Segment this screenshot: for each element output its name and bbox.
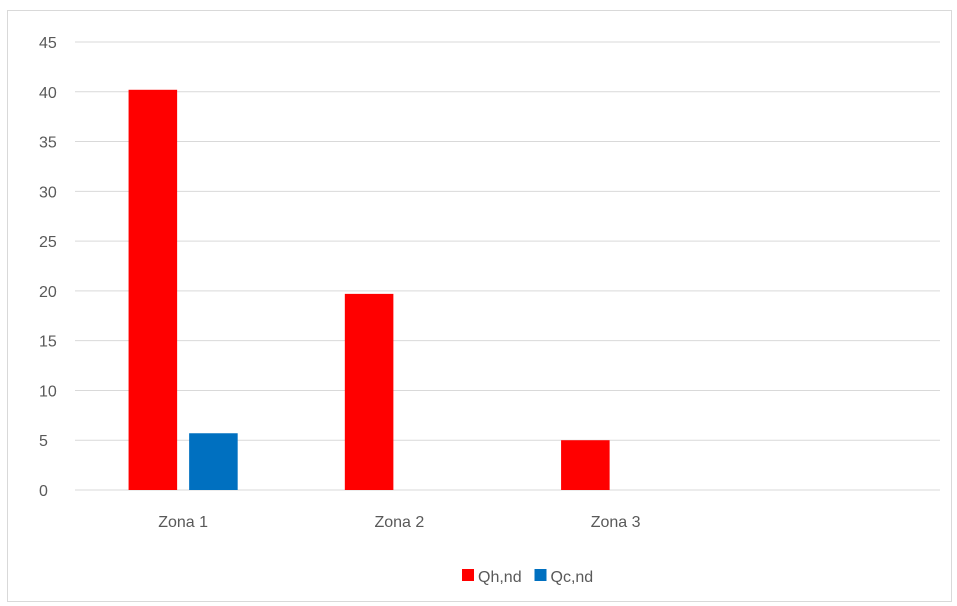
bars [128,89,610,490]
bar-qh-nd-zona-3 [561,440,610,490]
x-tick-label: Zona 3 [591,514,641,531]
y-tick-label: 5 [39,433,48,450]
y-tick-label: 25 [39,234,57,251]
y-tick-label: 35 [39,135,57,152]
y-tick-label: 40 [39,85,57,102]
y-axis-ticks: 0 5 10 15 20 25 30 35 40 45 [39,35,57,500]
bar-qh-nd-zona-1 [128,89,178,490]
y-tick-label: 45 [39,35,57,52]
x-tick-label: Zona 2 [374,514,424,531]
x-axis-ticks: Zona 1 Zona 2 Zona 3 [158,514,640,531]
legend-swatch [462,569,474,581]
y-tick-label: 20 [39,284,57,301]
legend-swatch [534,569,547,581]
y-tick-label: 15 [39,334,57,351]
legend: Qh,nd Qc,nd [462,569,593,586]
x-tick-label: Zona 1 [158,514,208,531]
legend-label: Qh,nd [478,569,522,586]
y-tick-label: 10 [39,383,57,400]
bar-qh-nd-zona-2 [344,293,394,490]
gridlines [75,41,940,491]
bar-qc-nd-zona-1 [189,433,238,490]
y-tick-label: 30 [39,184,57,201]
y-tick-label: 0 [39,483,48,500]
legend-label: Qc,nd [551,569,594,586]
